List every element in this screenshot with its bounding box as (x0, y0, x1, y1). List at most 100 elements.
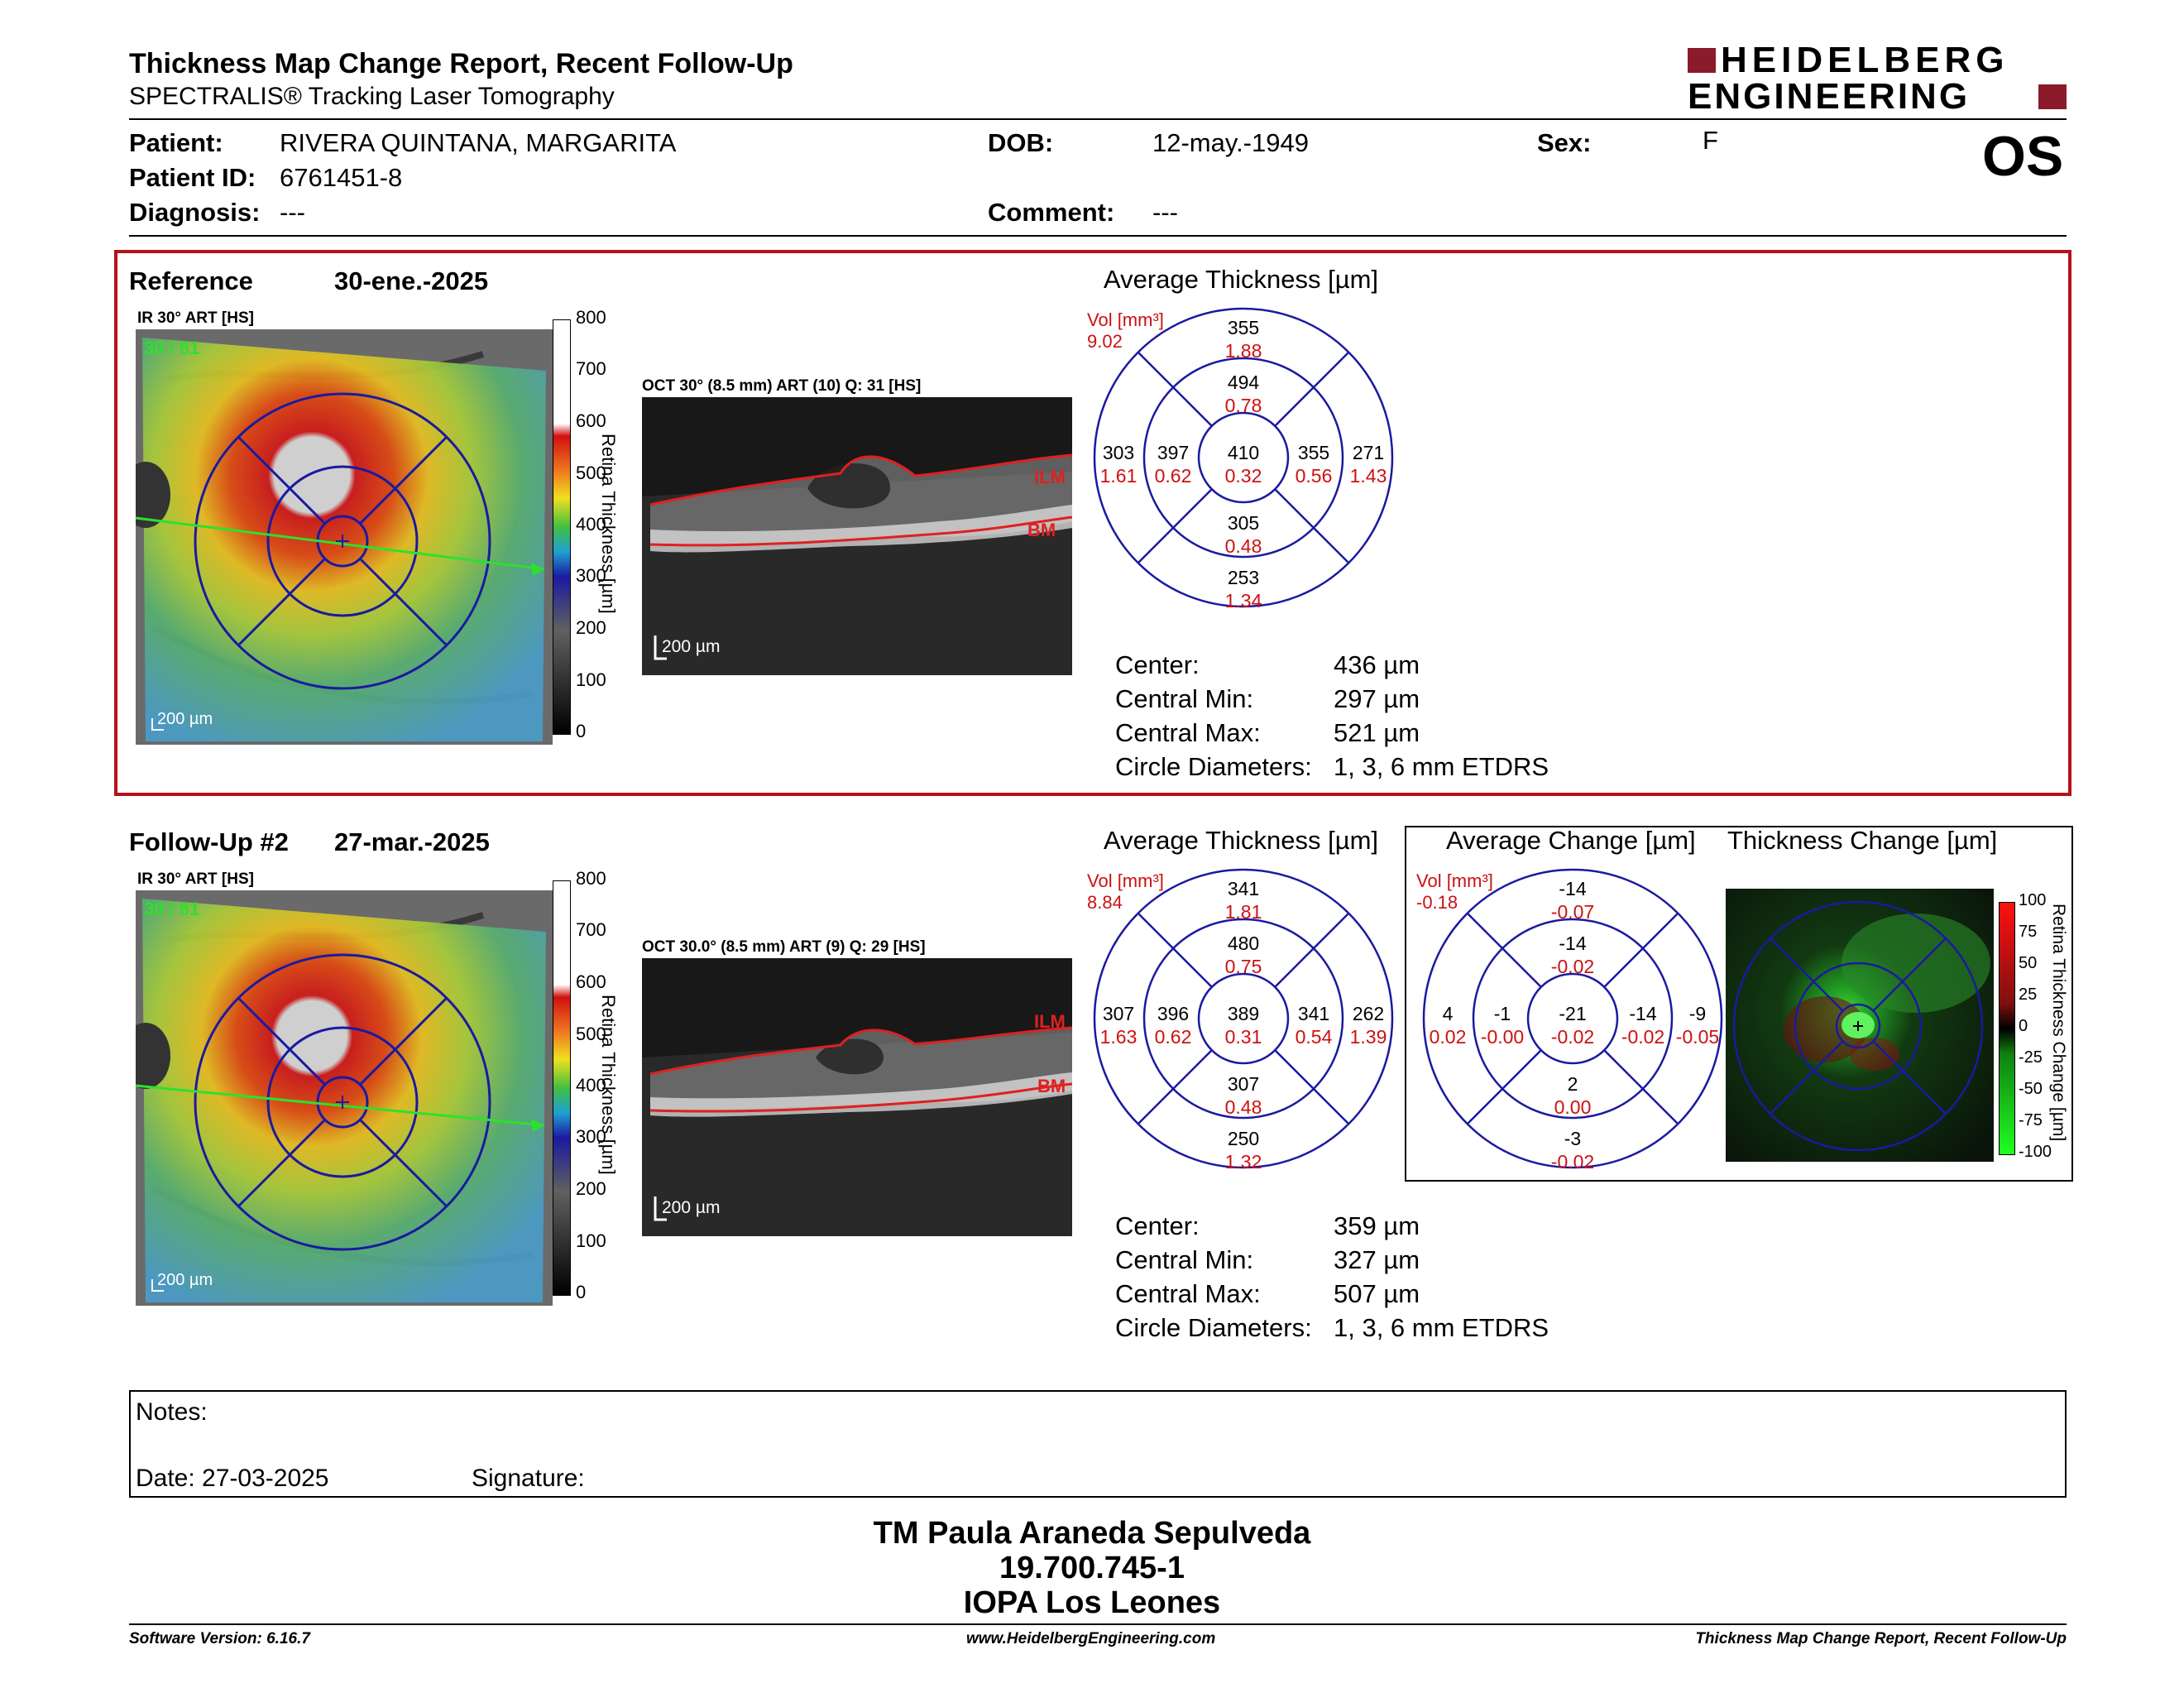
ch-si-vol: -0.02 (1551, 956, 1594, 977)
ch-ti-vol: -0.00 (1481, 1026, 1524, 1048)
eye-indicator: OS (1982, 125, 2064, 188)
ref-c-vol: 0.32 (1225, 465, 1262, 487)
reference-ir-map: 30 / 81 200 µm (136, 329, 553, 745)
reference-oct-image: ILM BM 200 µm (642, 397, 1072, 675)
ch-no-val: -9 (1689, 1003, 1706, 1024)
reference-ir-overlay: 30 / 81 (144, 338, 200, 358)
ch-to-vol: 0.02 (1430, 1026, 1467, 1048)
fu-c-val: 389 (1228, 1003, 1259, 1024)
ch-ii-val: 2 (1568, 1073, 1578, 1095)
footer-report-name: Thickness Map Change Report, Recent Foll… (1695, 1630, 2067, 1647)
fu-ni-val: 341 (1298, 1003, 1329, 1024)
fu-ii-val: 307 (1228, 1073, 1259, 1095)
followup-ilm-label: ILM (1034, 1011, 1066, 1032)
followup-oct-image: ILM BM 200 µm (642, 958, 1072, 1236)
ref-ii-vol: 0.48 (1225, 535, 1262, 557)
patient-id: 6761451-8 (280, 163, 403, 192)
report-title: Thickness Map Change Report, Recent Foll… (129, 48, 793, 79)
ch-c-vol: -0.02 (1551, 1026, 1594, 1048)
ref-diam-label: Circle Diameters: (1115, 752, 1312, 781)
change-vol-label: Vol [mm³] (1416, 870, 1493, 891)
notes-box (129, 1390, 2067, 1498)
ref-max-label: Central Max: (1115, 718, 1261, 747)
fu-max-label: Central Max: (1115, 1279, 1261, 1308)
ch-io-val: -3 (1564, 1128, 1581, 1149)
fu-si-vol: 0.75 (1225, 956, 1262, 977)
ref-ni-val: 355 (1298, 442, 1329, 463)
ref-so-vol: 1.88 (1225, 340, 1262, 362)
reference-oct-scale: 200 µm (662, 637, 721, 656)
fu-no-val: 262 (1353, 1003, 1384, 1024)
followup-etdrs-grid: 341 1.81 480 0.75 307 1.63 396 0.62 389 … (1093, 868, 1394, 1172)
ch-ii-vol: 0.00 (1554, 1096, 1592, 1118)
patient-name: RIVERA QUINTANA, MARGARITA (280, 128, 677, 157)
fu-to-vol: 1.63 (1100, 1026, 1138, 1048)
fu-diam-label: Circle Diameters: (1115, 1313, 1312, 1342)
ch-io-vol: -0.02 (1551, 1151, 1594, 1172)
ch-c-val: -21 (1559, 1003, 1586, 1024)
notes-date: Date: 27-03-2025 (136, 1465, 329, 1492)
fu-min-value: 327 µm (1334, 1245, 1420, 1274)
ref-ti-vol: 0.62 (1155, 465, 1192, 487)
fu-ti-val: 396 (1157, 1003, 1189, 1024)
fu-ii-vol: 0.48 (1225, 1096, 1262, 1118)
change-colorbar-title: Retina Thickness Change [µm] (2049, 904, 2068, 1142)
followup-ir-overlay: 30 / 81 (144, 899, 200, 919)
reference-ir-label: IR 30° ART [HS] (137, 309, 254, 327)
signer-institution: IOPA Los Leones (963, 1585, 1221, 1620)
fu-no-vol: 1.39 (1350, 1026, 1387, 1048)
ch-ni-vol: -0.02 (1621, 1026, 1664, 1048)
signer-name: TM Paula Araneda Sepulveda (873, 1516, 1311, 1551)
fu-io-val: 250 (1228, 1128, 1259, 1149)
ref-max-value: 521 µm (1334, 718, 1420, 747)
followup-ir-scale: 200 µm (157, 1271, 213, 1289)
reference-oct-label: OCT 30° (8.5 mm) ART (10) Q: 31 [HS] (642, 377, 922, 395)
ref-c-val: 410 (1228, 442, 1259, 463)
patient-label: Patient: (129, 128, 223, 157)
change-box (1405, 826, 2073, 1182)
fu-min-label: Central Min: (1115, 1245, 1254, 1274)
fu-to-val: 307 (1103, 1003, 1134, 1024)
reference-bm-label: BM (1027, 520, 1056, 540)
change-colorbar (1999, 902, 2015, 1155)
sex-value: F (1703, 126, 1718, 155)
reference-date: 30-ene.-2025 (334, 266, 489, 295)
change-title: Average Change [µm] (1446, 826, 1696, 855)
fu-ni-vol: 0.54 (1296, 1026, 1333, 1048)
fu-si-val: 480 (1228, 933, 1259, 954)
comment-value: --- (1152, 198, 1178, 227)
reference-frame (114, 250, 2071, 796)
ref-no-val: 271 (1353, 442, 1384, 463)
fu-center-label: Center: (1115, 1211, 1200, 1240)
reference-colorbar-title: Retina Thickness [µm] (598, 434, 619, 614)
followup-colorbar-title: Retina Thickness [µm] (598, 995, 619, 1175)
reference-vol-value: 9.02 (1087, 331, 1123, 352)
ref-center-value: 436 µm (1334, 650, 1420, 679)
followup-vol-value: 8.84 (1087, 892, 1123, 913)
ref-so-val: 355 (1228, 317, 1259, 338)
fu-so-vol: 1.81 (1225, 901, 1262, 923)
ref-min-value: 297 µm (1334, 684, 1420, 713)
change-etdrs-grid: -14 -0.07 -14 -0.02 4 0.02 -1 -0.00 -21 … (1422, 868, 1723, 1172)
ch-ni-val: -14 (1629, 1003, 1656, 1024)
ref-no-vol: 1.43 (1350, 465, 1387, 487)
ref-to-vol: 1.61 (1100, 465, 1138, 487)
followup-avg-title: Average Thickness [µm] (1104, 826, 1379, 855)
fu-max-value: 507 µm (1334, 1279, 1420, 1308)
footer-website: www.HeidelbergEngineering.com (966, 1630, 1216, 1647)
change-colorbar-ticks: 100 75 50 25 0 -25 -50 -75 -100 (2019, 891, 2052, 1161)
reference-vol-label: Vol [mm³] (1087, 309, 1164, 330)
footer-software-version: Software Version: 6.16.7 (129, 1630, 310, 1647)
followup-ir-label: IR 30° ART [HS] (137, 870, 254, 888)
thickness-change-title: Thickness Change [µm] (1727, 826, 1998, 855)
fu-diam-value: 1, 3, 6 mm ETDRS (1334, 1313, 1549, 1342)
ch-to-val: 4 (1443, 1003, 1454, 1024)
followup-vol-label: Vol [mm³] (1087, 870, 1164, 891)
reference-label: Reference (129, 266, 253, 295)
thickness-change-map (1726, 889, 1994, 1162)
fu-ti-vol: 0.62 (1155, 1026, 1192, 1048)
change-vol-value: -0.18 (1416, 892, 1458, 913)
ch-so-vol: -0.07 (1551, 901, 1594, 923)
ref-to-val: 303 (1103, 442, 1134, 463)
ref-ii-val: 305 (1228, 512, 1259, 534)
